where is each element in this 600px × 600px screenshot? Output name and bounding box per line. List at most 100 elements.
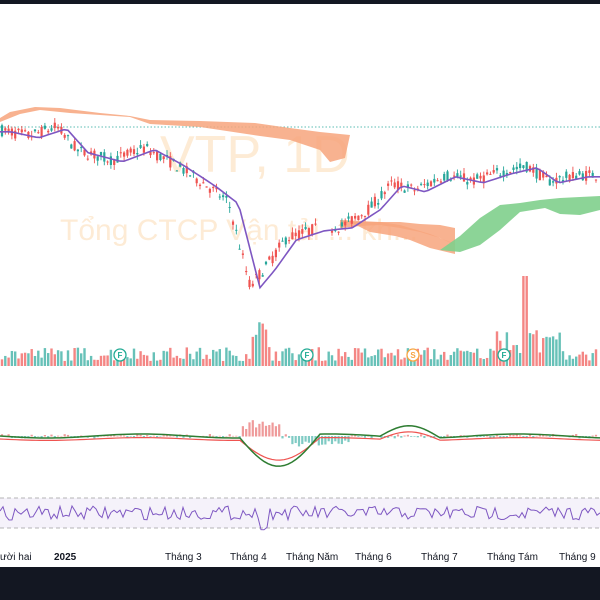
candle-body	[264, 261, 268, 265]
macd-histogram-bar	[515, 434, 518, 437]
candle-body	[459, 175, 462, 177]
volume-bar	[317, 347, 320, 366]
candle-body	[126, 149, 129, 156]
candle-body	[288, 240, 291, 242]
macd-histogram-bar	[103, 435, 106, 437]
volume-bar	[485, 357, 489, 366]
macd-histogram-bar	[274, 426, 277, 437]
candle-body	[149, 151, 152, 156]
bottom-frame-bar	[0, 567, 600, 600]
candle-body	[515, 166, 518, 170]
candle-body	[40, 126, 43, 138]
volume-bar	[334, 360, 337, 366]
candle-body	[479, 175, 482, 179]
macd-histogram-bar	[17, 436, 20, 437]
macd-histogram-bar	[251, 420, 254, 437]
candle-body	[337, 231, 340, 233]
candle-body	[588, 170, 591, 173]
macd-histogram-bar	[459, 435, 462, 437]
volume-bar	[136, 358, 139, 366]
candle-body	[545, 175, 548, 178]
candle-body	[294, 232, 297, 237]
macd-histogram-bar	[218, 435, 221, 437]
macd-histogram-bar	[109, 435, 112, 437]
candle-body	[482, 175, 485, 184]
candle-body	[142, 146, 145, 153]
candle-body	[47, 130, 50, 133]
macd-histogram-bar	[291, 436, 294, 445]
volume-bar	[400, 359, 403, 366]
candle-body	[377, 202, 380, 205]
candle-body	[426, 182, 429, 187]
volume-bar	[258, 322, 261, 366]
macd-histogram-bar	[532, 436, 535, 438]
macd-histogram-bar	[294, 436, 297, 444]
chart-panel[interactable]	[0, 4, 600, 567]
candle-body	[278, 242, 281, 248]
candle-body	[476, 174, 479, 179]
macd-histogram-bar	[57, 435, 60, 437]
volume-bar	[380, 348, 383, 366]
volume-bar	[56, 350, 60, 366]
volume-bar	[390, 352, 393, 366]
candle-body	[390, 180, 393, 182]
candle-body	[146, 143, 149, 147]
macd-histogram-bar	[93, 436, 96, 439]
macd-histogram-bar	[63, 434, 66, 437]
candle-body	[258, 270, 261, 280]
volume-bar	[459, 350, 462, 366]
macd-histogram-bar	[50, 434, 53, 437]
volume-bar	[367, 357, 370, 366]
volume-bar	[456, 348, 459, 366]
candle-body	[57, 127, 60, 129]
macd-histogram-bar	[268, 425, 271, 437]
cloud-bearish-1	[0, 107, 350, 162]
x-tick-label: Tháng Năm	[286, 552, 338, 563]
volume-bar	[551, 336, 555, 366]
volume-bar	[33, 355, 37, 366]
macd-histogram-bar	[159, 436, 162, 437]
volume-bar	[202, 358, 205, 366]
candle-body	[218, 196, 221, 198]
volume-bar	[320, 360, 324, 366]
candle-body	[179, 162, 182, 167]
volume-bar	[109, 349, 113, 366]
x-axis: ười hai 2025 Tháng 3 Tháng 4 Tháng Năm T…	[0, 552, 596, 563]
candle-body	[304, 226, 307, 230]
volume-bar	[165, 351, 169, 366]
volume-bar	[268, 347, 271, 366]
volume-bar	[248, 358, 251, 366]
volume-bar	[383, 357, 386, 366]
volume-bar	[149, 360, 152, 366]
volume-bar	[301, 353, 304, 366]
macd-histogram-bar	[321, 436, 324, 445]
volume-bar	[7, 357, 10, 366]
macd-histogram-bar	[245, 428, 248, 437]
volume-bar	[452, 351, 456, 366]
candle-body	[291, 232, 294, 240]
volume-bar	[509, 350, 512, 366]
macd-histogram-bar	[0, 434, 4, 437]
x-tick-label: Tháng 6	[355, 552, 392, 563]
macd-histogram-bar	[360, 436, 363, 437]
macd-histogram-bar	[301, 436, 304, 445]
candle-body	[119, 152, 122, 154]
volume-bar	[561, 351, 565, 366]
volume-bar	[386, 353, 390, 366]
macd-histogram-bar	[80, 435, 83, 437]
volume-bar	[393, 355, 396, 366]
volume-bar	[238, 360, 241, 366]
candle-body	[367, 204, 370, 215]
macd-signal-line	[0, 431, 600, 461]
macd-histogram-bar	[271, 422, 274, 437]
volume-bar	[555, 339, 558, 366]
macd-histogram-bar	[337, 436, 340, 444]
macd-histogram-bar	[334, 436, 337, 442]
volume-bar	[568, 355, 571, 366]
volume-bar	[179, 358, 182, 366]
macd-histogram-bar	[522, 436, 525, 438]
candle-body	[225, 195, 228, 198]
candle-body	[383, 192, 386, 195]
macd-histogram-bar	[387, 436, 390, 438]
